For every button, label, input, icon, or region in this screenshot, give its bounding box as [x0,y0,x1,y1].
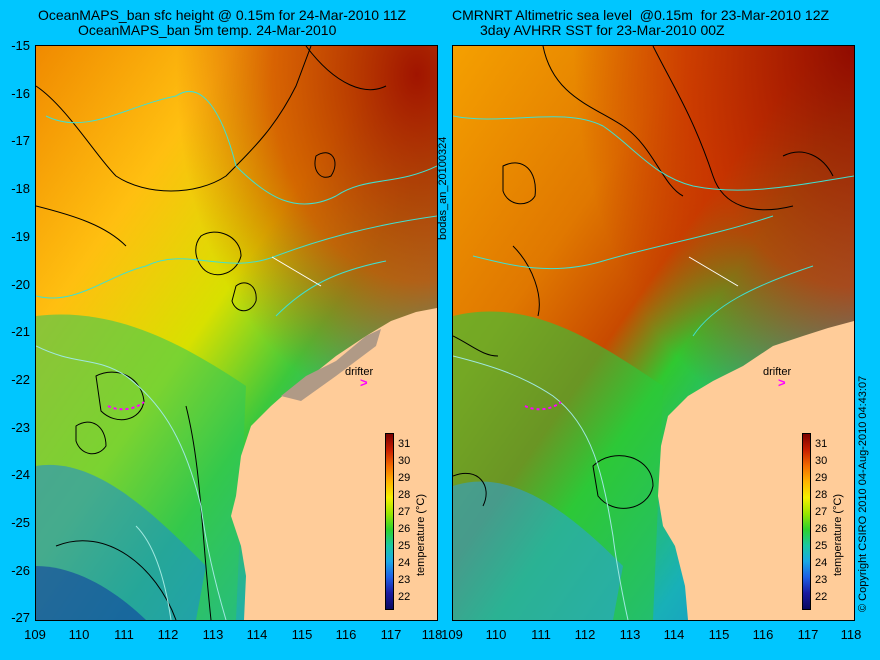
cbar-tick: 26 [398,523,411,535]
left-map-panel: drifter > 31 30 29 28 27 26 25 24 23 22 … [35,45,438,621]
cbar-tick: 22 [815,591,828,603]
x-tick: 109 [24,627,46,642]
drifter-arrow-icon: > [778,375,786,390]
cbar-tick: 28 [398,489,411,501]
x-tick: 113 [202,627,224,642]
left-map [36,46,437,620]
y-tick: -19 [11,229,30,244]
x-tick: 110 [485,627,507,642]
y-tick: -17 [11,133,30,148]
x-tick: 115 [708,627,730,642]
x-tick: 118 [840,627,862,642]
x-tick: 115 [291,627,313,642]
y-tick: -15 [11,38,30,53]
y-tick: -24 [11,467,30,482]
right-colorbar [802,433,811,610]
cbar-tick: 28 [815,489,828,501]
y-tick: -22 [11,372,30,387]
x-tick: 109 [441,627,463,642]
left-title-line2: OceanMAPS_ban 5m temp. 24-Mar-2010 [78,22,337,38]
cbar-tick: 23 [398,574,411,586]
y-tick: -23 [11,420,30,435]
left-colorbar [385,433,394,610]
x-tick: 117 [380,627,402,642]
y-tick: -26 [11,563,30,578]
right-title-line2: 3day AVHRR SST for 23-Mar-2010 00Z [480,22,725,38]
cbar-tick: 25 [398,540,411,552]
cbar-tick: 30 [398,455,411,467]
x-tick: 116 [752,627,774,642]
cbar-tick: 26 [815,523,828,535]
run-id-label: bodas_an_20100324 [437,136,449,240]
drifter-arrow-icon: > [360,375,368,390]
y-tick: -20 [11,277,30,292]
cbar-tick: 31 [398,438,411,450]
cbar-tick: 22 [398,591,411,603]
y-tick: -21 [11,324,30,339]
right-map-panel: drifter > 31 30 29 28 27 26 25 24 23 22 … [452,45,855,621]
right-title-line1: CMRNRT Altimetric sea level @0.15m for 2… [452,7,830,23]
x-tick: 112 [157,627,179,642]
right-map [453,46,854,620]
drifter-label: drifter [345,366,374,378]
x-tick: 116 [335,627,357,642]
x-tick: 117 [797,627,819,642]
cbar-tick: 31 [815,438,828,450]
x-tick: 118 [421,627,443,642]
x-tick: 113 [619,627,641,642]
x-tick: 114 [246,627,268,642]
cbar-tick: 27 [815,506,828,518]
y-tick: -27 [11,610,30,625]
y-tick: -16 [11,86,30,101]
x-tick: 111 [531,627,551,642]
colorbar-label: temperature (°C) [415,493,427,576]
x-tick: 110 [68,627,90,642]
cbar-tick: 24 [815,557,828,569]
drifter-label: drifter [763,366,792,378]
cbar-tick: 25 [815,540,828,552]
cbar-tick: 23 [815,574,828,586]
y-tick: -25 [11,515,30,530]
copyright-label: © Copyright CSIRO 2010 04-Aug-2010 04:43… [857,375,869,612]
x-tick: 112 [574,627,596,642]
cbar-tick: 29 [815,472,828,484]
cbar-tick: 27 [398,506,411,518]
colorbar-label: temperature (°C) [832,493,844,576]
cbar-tick: 24 [398,557,411,569]
left-title-line1: OceanMAPS_ban sfc height @ 0.15m for 24-… [38,7,407,23]
cbar-tick: 30 [815,455,828,467]
cbar-tick: 29 [398,472,411,484]
x-tick: 114 [663,627,685,642]
x-tick: 111 [114,627,134,642]
y-tick: -18 [11,181,30,196]
